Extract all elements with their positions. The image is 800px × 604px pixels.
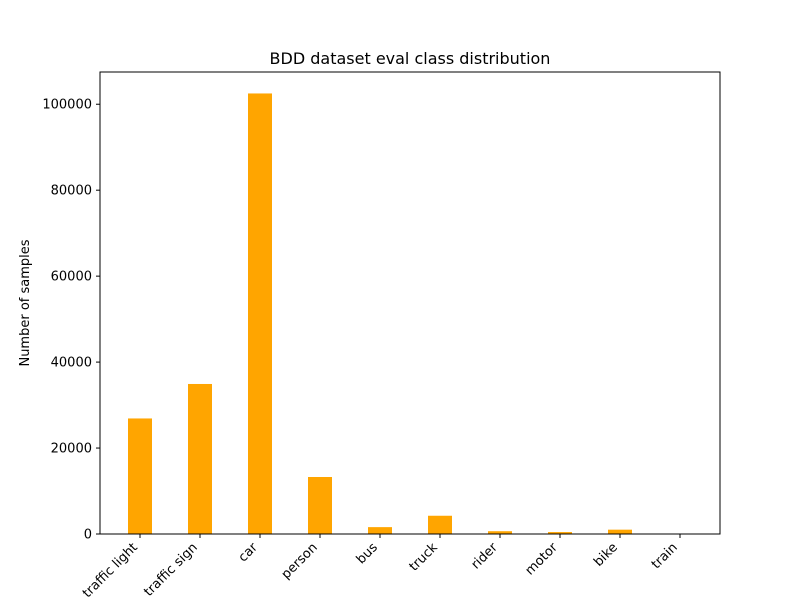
bar-bus xyxy=(368,527,392,534)
x-tick-label: person xyxy=(279,540,321,582)
y-tick-label: 40000 xyxy=(51,356,92,371)
y-tick-label: 0 xyxy=(84,528,92,543)
bar-bike xyxy=(608,530,632,534)
bar-person xyxy=(308,477,332,534)
y-axis-label: Number of samples xyxy=(18,239,33,366)
y-tick-label: 100000 xyxy=(42,98,92,113)
y-tick-label: 20000 xyxy=(51,442,92,457)
y-tick-label: 60000 xyxy=(51,270,92,285)
x-tick-label: motor xyxy=(523,540,562,579)
bar-traffic-light xyxy=(128,418,152,534)
x-tick-label: car xyxy=(236,540,262,566)
bars-group xyxy=(128,93,692,534)
y-axis-ticks: 0 20000 40000 60000 80000 100000 xyxy=(42,98,100,543)
chart-title: BDD dataset eval class distribution xyxy=(270,49,551,68)
bar-car xyxy=(248,93,272,534)
x-tick-label: traffic sign xyxy=(141,540,200,599)
x-tick-label: truck xyxy=(407,540,442,575)
x-tick-label: train xyxy=(649,540,681,572)
bar-truck xyxy=(428,516,452,534)
x-tick-label: bus xyxy=(354,540,381,567)
x-tick-label: traffic light xyxy=(80,540,141,600)
y-tick-label: 80000 xyxy=(51,184,92,199)
x-tick-label: rider xyxy=(469,540,502,573)
x-tick-label: bike xyxy=(591,540,621,570)
bar-traffic-sign xyxy=(188,384,212,534)
